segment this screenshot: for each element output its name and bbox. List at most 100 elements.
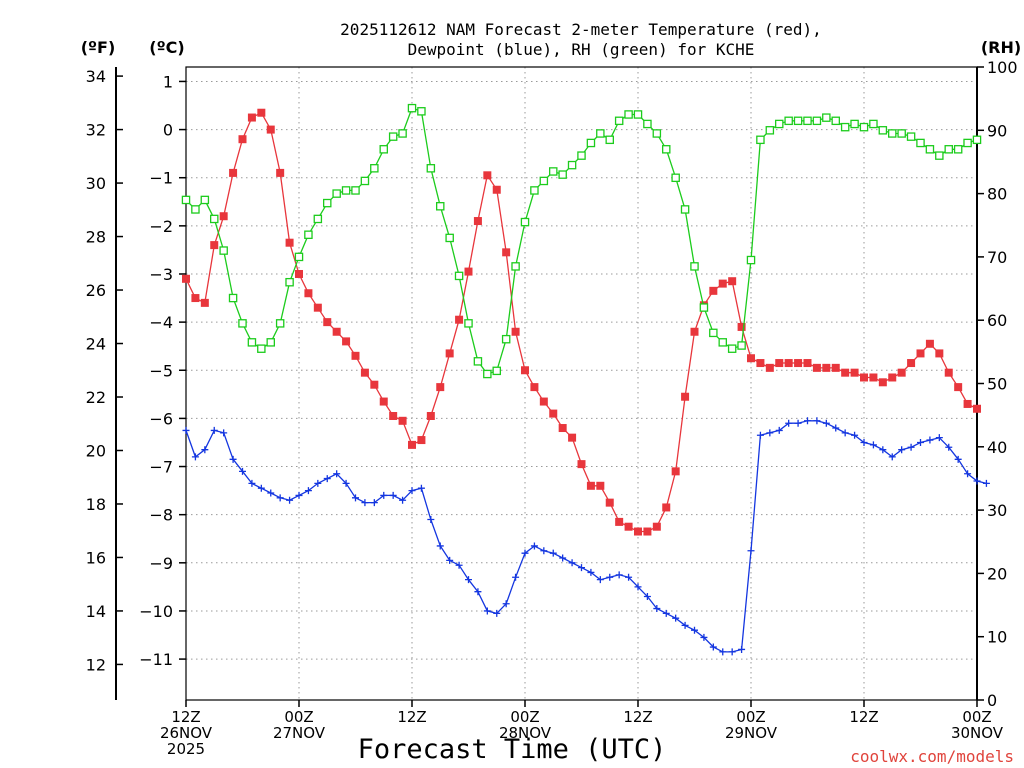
rh-point <box>549 167 558 176</box>
temperature-point <box>596 481 605 490</box>
temperature-point <box>944 368 953 377</box>
time-tick-label: 28NOV <box>499 724 552 742</box>
rh-point <box>219 246 228 255</box>
temperature-point <box>464 267 473 276</box>
temperature-point <box>426 411 435 420</box>
rh-point <box>209 214 219 224</box>
temperature-point <box>888 373 897 382</box>
dewpoint-point <box>898 446 906 454</box>
fahrenheit-tick-label: 22 <box>86 388 106 407</box>
dewpoint-point <box>813 417 821 425</box>
rh-point <box>718 338 728 347</box>
time-tick-label: 00Z <box>510 708 539 726</box>
temperature-point <box>304 289 313 298</box>
rh-point <box>878 126 888 135</box>
dewpoint-point <box>700 633 708 641</box>
temperature-point <box>878 378 887 387</box>
rh-point <box>746 255 756 265</box>
rh-point <box>756 135 765 145</box>
rh-tick-label: 100 <box>987 58 1018 77</box>
dewpoint-point <box>578 564 585 572</box>
rh-point <box>699 303 709 312</box>
rh-point <box>520 217 530 227</box>
temperature-point <box>417 436 426 445</box>
celsius-unit-label: (ºC) <box>149 38 184 57</box>
dewpoint-point <box>304 487 312 495</box>
temperature-point <box>191 294 200 303</box>
rh-point <box>643 119 652 129</box>
rh-point <box>935 151 944 160</box>
chart-title-line1: 2025112612 NAM Forecast 2-meter Temperat… <box>340 20 822 39</box>
temperature-point <box>285 238 294 247</box>
temperature-point <box>690 327 699 336</box>
dewpoint-point <box>681 621 689 629</box>
rh-point <box>417 107 426 116</box>
rh-point <box>304 230 313 239</box>
temperature-point <box>803 359 812 368</box>
temperature-point <box>370 380 379 389</box>
fahrenheit-tick-label: 28 <box>86 228 106 247</box>
temperature-point <box>747 354 755 363</box>
time-tick-label: 29NOV <box>725 724 778 742</box>
rh-tick-label: 20 <box>987 564 1007 583</box>
dewpoint-point <box>352 494 359 502</box>
temperature-point <box>624 522 633 531</box>
temperature-point <box>954 383 963 392</box>
dewpoint-point <box>370 499 378 507</box>
dewpoint-point <box>530 542 538 550</box>
dewpoint-point <box>596 576 604 584</box>
fahrenheit-tick-label: 16 <box>86 548 106 567</box>
dewpoint-point <box>408 487 416 495</box>
temperature-point <box>652 522 661 531</box>
temperature-point <box>615 517 624 526</box>
temperature-point <box>869 373 878 382</box>
dewpoint-point <box>549 549 557 557</box>
dewpoint-point <box>512 573 520 581</box>
dewpoint-point <box>521 549 529 557</box>
temperature-point <box>539 397 548 406</box>
temperature-point <box>643 527 652 536</box>
rh-point <box>944 145 954 154</box>
rh-line <box>185 107 978 375</box>
rh-point <box>765 126 775 135</box>
rh-point <box>577 151 586 160</box>
rh-point <box>257 344 266 353</box>
fahrenheit-tick-label: 12 <box>86 655 106 674</box>
temperature-point <box>549 409 558 418</box>
rh-point <box>435 202 445 211</box>
temperature-point <box>794 359 803 368</box>
temperature-point <box>389 411 398 420</box>
fahrenheit-tick-label: 18 <box>86 495 106 514</box>
dewpoint-point <box>182 426 190 434</box>
dewpoint-point <box>465 576 472 584</box>
dewpoint-point <box>945 443 953 451</box>
credit-text: coolwx.com/models <box>850 747 1014 766</box>
dewpoint-point <box>502 600 510 608</box>
dewpoint-point <box>229 455 237 463</box>
dewpoint-point <box>493 609 501 617</box>
temperature-point <box>935 349 944 358</box>
dewpoint-point <box>295 491 303 499</box>
temperature-point <box>925 339 934 348</box>
celsius-tick-label: −11 <box>139 650 173 669</box>
fahrenheit-tick-label: 30 <box>86 174 106 193</box>
rh-point <box>614 116 624 126</box>
rh-point <box>840 122 850 132</box>
dewpoint-point <box>606 573 614 581</box>
rh-point <box>596 129 605 138</box>
rh-point <box>567 160 577 170</box>
dewpoint-point <box>380 491 388 499</box>
time-tick-label: 30NOV <box>951 724 1004 742</box>
time-tick-label: 26NOV <box>160 724 213 742</box>
rh-point <box>963 138 972 148</box>
temperature-point <box>681 392 690 401</box>
series-layer <box>181 103 990 656</box>
dewpoint-point <box>276 494 284 502</box>
rh-point <box>662 145 671 154</box>
dewpoint-point <box>568 559 576 567</box>
celsius-tick-label: −7 <box>149 458 173 477</box>
dewpoint-point <box>728 648 736 656</box>
chart-title-line2: Dewpoint (blue), RH (green) for KCHE <box>408 40 755 59</box>
rh-tick-label: 90 <box>987 121 1007 140</box>
dewpoint-point <box>653 605 661 613</box>
